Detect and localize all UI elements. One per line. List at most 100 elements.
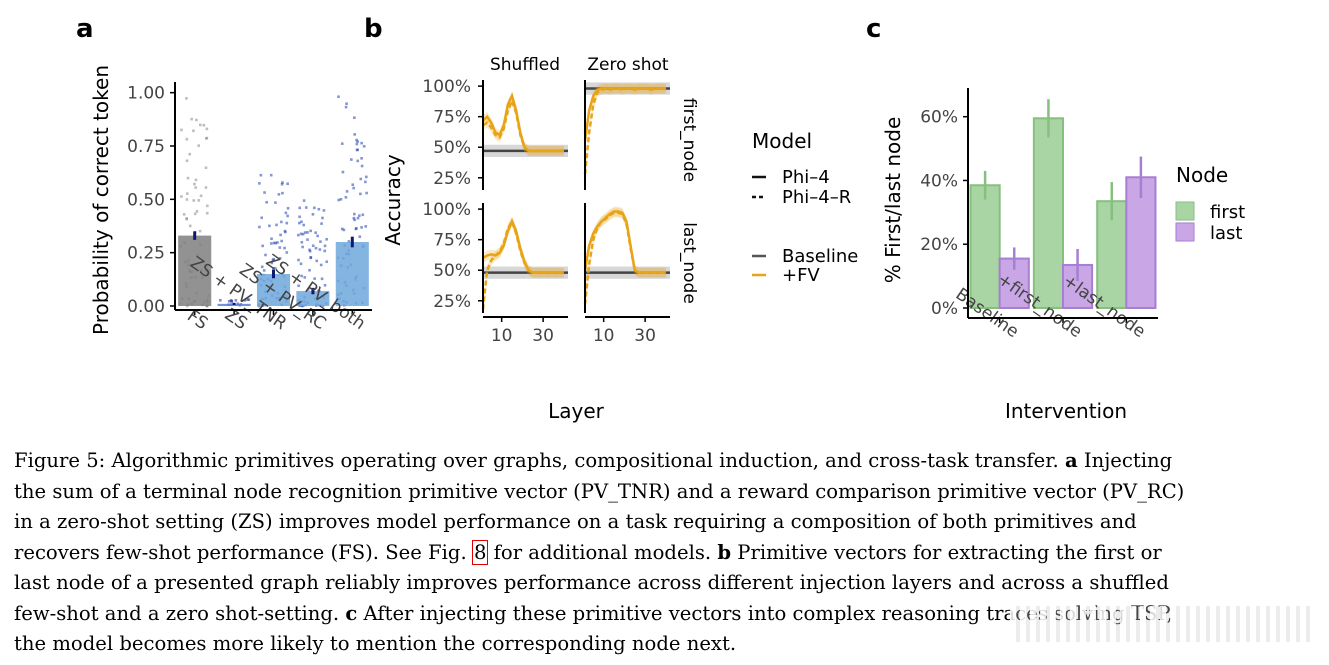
bar-zs-pv-both — [335, 242, 369, 306]
y-tick-label: 0.50 — [127, 190, 165, 210]
data-point — [320, 277, 324, 281]
data-point — [322, 209, 326, 212]
y-tick-label: 0.25 — [127, 244, 165, 264]
y-tick-label: 100% — [422, 200, 471, 220]
facet-row-first-node: first_node — [679, 98, 699, 182]
y-tick-label: 20% — [920, 235, 958, 255]
legend-fv-label: +FV — [782, 265, 820, 286]
data-point — [317, 207, 321, 211]
caption-line-5: last node of a presented graph reliably … — [14, 571, 1169, 594]
figure-caption: Figure 5: Algorithmic primitives operati… — [14, 446, 1314, 660]
y-tick-label: 0.00 — [127, 297, 165, 317]
data-point — [259, 173, 263, 177]
data-point — [321, 216, 324, 220]
legend-node-title: Node — [1176, 163, 1228, 187]
caption-text: Injecting — [1083, 449, 1173, 472]
caption-bold-b: b — [717, 540, 732, 564]
facet-col-shuffled: Shuffled — [490, 55, 560, 75]
data-point — [202, 123, 206, 127]
data-point — [219, 298, 222, 302]
data-point — [359, 177, 363, 181]
panel-c-xlabel: Intervention — [1005, 399, 1127, 423]
data-point — [268, 224, 271, 228]
data-point — [192, 199, 196, 202]
x-tick-label: 10 — [491, 326, 513, 346]
panel-b-ylabel: Accuracy — [381, 154, 405, 245]
data-point — [277, 193, 281, 196]
data-point — [281, 191, 284, 195]
data-point — [279, 233, 282, 237]
panel-b-xlabel: Layer — [548, 399, 605, 423]
data-point — [260, 216, 264, 220]
data-point — [337, 198, 341, 202]
data-point — [188, 152, 192, 156]
legend-phi4-label: Phi–4 — [782, 167, 830, 188]
data-point — [360, 226, 363, 229]
data-point — [270, 261, 274, 265]
data-point — [265, 200, 268, 204]
data-point — [186, 176, 190, 180]
data-point — [319, 263, 323, 267]
panel-b-chart: Accuracy Layer Shuffled Zero shot first_… — [381, 55, 858, 423]
data-point — [193, 212, 197, 216]
data-point — [365, 191, 368, 195]
data-point — [353, 218, 356, 222]
facet-col-zero-shot: Zero shot — [587, 55, 669, 75]
data-point — [358, 214, 361, 217]
data-point — [356, 159, 360, 163]
data-point — [323, 283, 327, 287]
data-point — [198, 229, 202, 233]
y-tick-label: 75% — [433, 108, 471, 128]
data-point — [316, 234, 319, 238]
data-point — [354, 227, 358, 231]
data-point — [286, 182, 289, 186]
data-point — [298, 221, 301, 225]
bar-zs-pv-rc — [296, 291, 330, 306]
fv-line-phi4r — [583, 211, 666, 305]
x-tick-label: 10 — [593, 326, 615, 346]
data-point — [303, 231, 307, 234]
data-point — [362, 144, 366, 148]
fv-confidence-band — [585, 83, 666, 146]
data-point — [197, 199, 201, 202]
data-point — [271, 258, 275, 262]
data-point — [319, 240, 322, 243]
data-point — [204, 186, 208, 189]
data-point — [284, 211, 288, 215]
caption-line-6: few-shot and a zero shot-setting. c Afte… — [14, 599, 1314, 630]
data-point — [283, 229, 287, 233]
data-point — [360, 164, 364, 168]
data-point — [300, 240, 304, 244]
data-point — [303, 276, 307, 279]
data-point — [297, 284, 300, 288]
data-point — [180, 128, 183, 132]
data-point — [275, 223, 278, 227]
data-point — [315, 259, 319, 263]
data-point — [185, 159, 189, 163]
legend-model-title: Model — [752, 129, 812, 153]
data-point — [308, 248, 311, 252]
data-point — [264, 253, 267, 257]
data-point — [339, 197, 343, 201]
data-point — [341, 170, 345, 174]
data-point — [280, 182, 284, 186]
data-point — [360, 141, 363, 145]
data-point — [197, 144, 201, 147]
data-point — [299, 262, 303, 266]
data-point — [185, 198, 189, 201]
caption-bold-a: a — [1064, 449, 1078, 472]
data-point — [355, 138, 358, 142]
data-point — [185, 97, 188, 100]
data-point — [227, 299, 231, 303]
data-point — [286, 206, 290, 210]
data-point — [194, 186, 197, 189]
data-point — [337, 95, 340, 99]
data-point — [260, 265, 264, 269]
data-point — [314, 231, 317, 234]
data-point — [276, 241, 279, 244]
data-point — [195, 210, 199, 213]
fv-confidence-band — [483, 216, 564, 315]
data-point — [286, 214, 289, 218]
figure-reference-link[interactable]: 8 — [471, 539, 489, 565]
